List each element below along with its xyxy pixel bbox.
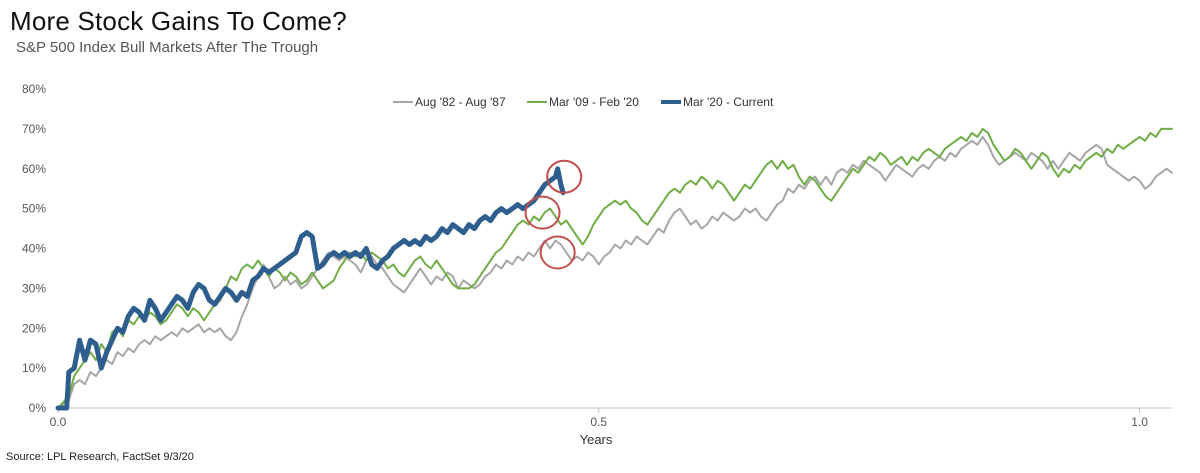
y-tick-label: 60% bbox=[22, 162, 46, 176]
y-axis: 0% 10% 20% 30% 40% 50% 60% 70% 80% bbox=[22, 82, 46, 415]
source-note: Source: LPL Research, FactSet 9/3/20 bbox=[6, 451, 194, 463]
y-tick-label: 80% bbox=[22, 82, 46, 96]
y-tick-label: 20% bbox=[22, 321, 46, 335]
x-tick-label: 0.5 bbox=[590, 415, 607, 429]
y-tick-label: 0% bbox=[29, 401, 47, 415]
legend: Aug '82 - Aug '87 Mar '09 - Feb '20 Mar '2… bbox=[393, 95, 774, 109]
series-line-0 bbox=[57, 135, 1173, 409]
y-tick-label: 30% bbox=[22, 281, 46, 295]
highlight-circle-2 bbox=[539, 235, 576, 270]
legend-label-0: Aug '82 - Aug '87 bbox=[415, 95, 506, 109]
chart-subtitle: S&P 500 Index Bull Markets After The Tro… bbox=[16, 39, 319, 56]
y-tick-label: 10% bbox=[22, 361, 46, 375]
x-axis-label: Years bbox=[580, 432, 613, 447]
chart-title: More Stock Gains To Come? bbox=[10, 6, 347, 36]
series-line-1 bbox=[57, 127, 1173, 409]
annotation-layer bbox=[524, 159, 583, 270]
y-tick-label: 40% bbox=[22, 242, 46, 256]
series-layer bbox=[55, 127, 1173, 411]
x-axis: 0.0 0.5 1.0 bbox=[50, 407, 1172, 429]
y-tick-label: 50% bbox=[22, 202, 46, 216]
legend-label-2: Mar '20 - Current bbox=[683, 95, 774, 109]
highlight-circle-0 bbox=[546, 159, 583, 194]
x-tick-label: 0.0 bbox=[50, 415, 67, 429]
legend-label-1: Mar '09 - Feb '20 bbox=[549, 95, 639, 109]
highlight-circle-1 bbox=[524, 195, 561, 230]
series-line-2 bbox=[55, 166, 566, 411]
x-tick-label: 1.0 bbox=[1131, 415, 1148, 429]
y-tick-label: 70% bbox=[22, 122, 46, 136]
